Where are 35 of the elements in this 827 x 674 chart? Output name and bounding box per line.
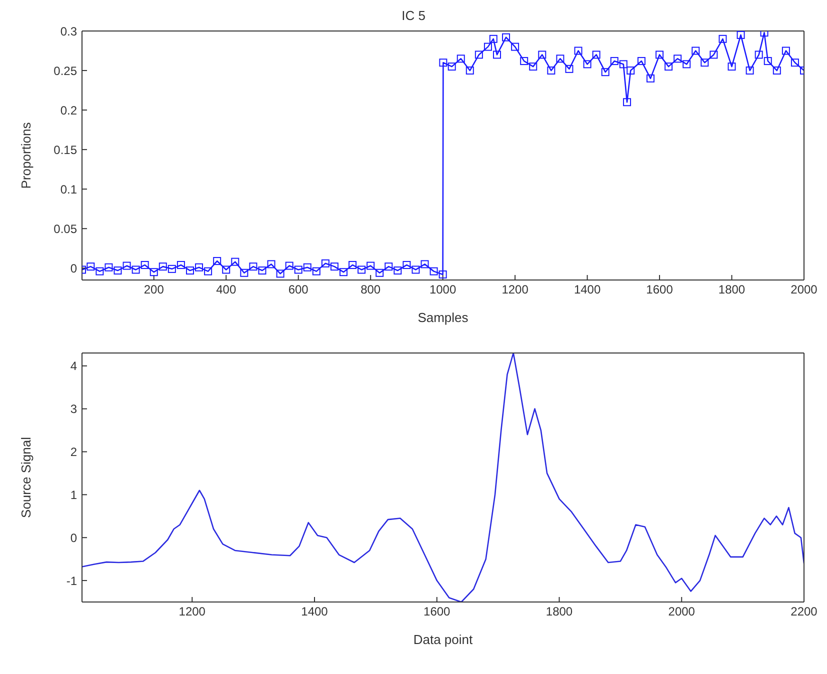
x-axis-title: Data point bbox=[413, 632, 474, 647]
y-tick-label: 0.25 bbox=[54, 64, 78, 78]
chart-title: IC 5 bbox=[400, 8, 426, 23]
y-tick-label: 4 bbox=[70, 359, 78, 374]
y-tick-label: 0.3 bbox=[60, 24, 78, 38]
x-tick-label: 1400 bbox=[301, 604, 328, 619]
x-tick-label: 400 bbox=[216, 282, 236, 297]
y-tick-label: 1 bbox=[70, 488, 78, 502]
y-tick-label: 0 bbox=[70, 261, 78, 276]
y-tick-label: 0.2 bbox=[60, 103, 78, 118]
y-tick-label: -1 bbox=[66, 574, 78, 588]
y-tick-label: 0.15 bbox=[54, 142, 78, 157]
x-tick-label: 600 bbox=[288, 282, 309, 297]
x-tick-label: 800 bbox=[360, 282, 381, 297]
x-tick-label: 1600 bbox=[424, 604, 451, 619]
x-axis-title: Samples bbox=[418, 310, 469, 325]
y-tick-label: 0 bbox=[70, 530, 78, 545]
x-tick-label: 2000 bbox=[790, 282, 818, 297]
x-tick-label: 2000 bbox=[668, 604, 696, 619]
y-tick-label: 2 bbox=[70, 445, 78, 459]
x-tick-label: 2200 bbox=[790, 604, 818, 619]
y-tick-label: 0.05 bbox=[54, 222, 78, 236]
x-tick-label: 1800 bbox=[546, 604, 573, 619]
x-tick-label: 1200 bbox=[502, 282, 529, 297]
x-tick-label: 1600 bbox=[646, 282, 674, 297]
y-tick-label: 3 bbox=[70, 402, 78, 416]
y-axis-title: Source Signal bbox=[18, 436, 34, 518]
y-axis-title: Proportions bbox=[18, 122, 34, 189]
x-tick-label: 1000 bbox=[429, 282, 456, 297]
x-tick-label: 1400 bbox=[574, 282, 601, 297]
y-tick-label: 0.1 bbox=[60, 182, 78, 196]
line-series bbox=[82, 353, 804, 602]
x-tick-label: 1800 bbox=[718, 282, 746, 297]
x-tick-label: 200 bbox=[144, 282, 164, 297]
x-tick-label: 1200 bbox=[178, 604, 206, 619]
